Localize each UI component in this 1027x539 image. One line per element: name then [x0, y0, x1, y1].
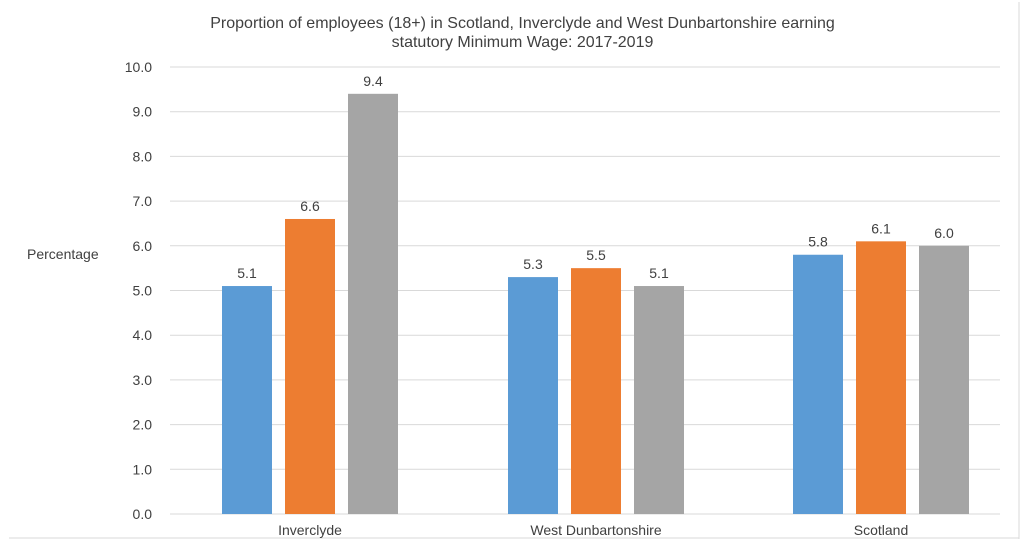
bar	[508, 277, 558, 514]
y-tick-label: 5.0	[133, 283, 153, 299]
bar	[571, 268, 621, 514]
y-axis-label: Percentage	[27, 246, 99, 262]
data-label: 5.8	[808, 234, 828, 250]
bar	[919, 245, 969, 515]
y-tick-label: 4.0	[133, 327, 153, 343]
y-tick-label: 0.0	[133, 506, 153, 522]
x-category-label: Scotland	[854, 522, 908, 538]
bar	[222, 286, 272, 514]
data-label: 5.1	[649, 265, 669, 281]
data-label: 6.1	[871, 220, 891, 236]
chart-title-line-2: statutory Minimum Wage: 2017-2019	[391, 34, 654, 51]
bar	[856, 241, 906, 514]
y-tick-label: 10.0	[125, 59, 152, 75]
y-tick-label: 8.0	[133, 148, 153, 164]
y-tick-label: 1.0	[133, 461, 153, 477]
y-tick-label: 7.0	[133, 193, 153, 209]
bar	[793, 254, 843, 515]
chart-title: Proportion of employees (18+) in Scotlan…	[120, 14, 925, 52]
y-tick-label: 9.0	[133, 104, 153, 120]
y-tick-label: 3.0	[133, 372, 153, 388]
axis-ticks: 0.0 1.0 2.0 3.0 4.0 5.0 6.0 7.0 8.0 9.0 10.0 Inverc…	[125, 59, 908, 538]
data-label: 9.4	[363, 73, 383, 89]
bar	[348, 93, 398, 514]
data-labels: 5.1 5.3 5.8 6.6 5.5 6.1 9.4 5.1 6.0	[237, 73, 954, 281]
data-label: 5.3	[523, 256, 543, 272]
bar	[285, 218, 335, 515]
data-label: 6.6	[300, 198, 320, 214]
data-label: 5.5	[586, 247, 606, 263]
chart-title-line-1: Proportion of employees (18+) in Scotlan…	[210, 15, 835, 32]
data-label: 6.0	[934, 225, 954, 241]
x-category-label: West Dunbartonshire	[530, 522, 661, 538]
y-tick-label: 2.0	[133, 417, 153, 433]
bar	[634, 286, 684, 514]
bars	[222, 93, 969, 515]
data-label: 5.1	[237, 265, 257, 281]
y-tick-label: 6.0	[133, 238, 153, 254]
x-category-label: Inverclyde	[278, 522, 342, 538]
